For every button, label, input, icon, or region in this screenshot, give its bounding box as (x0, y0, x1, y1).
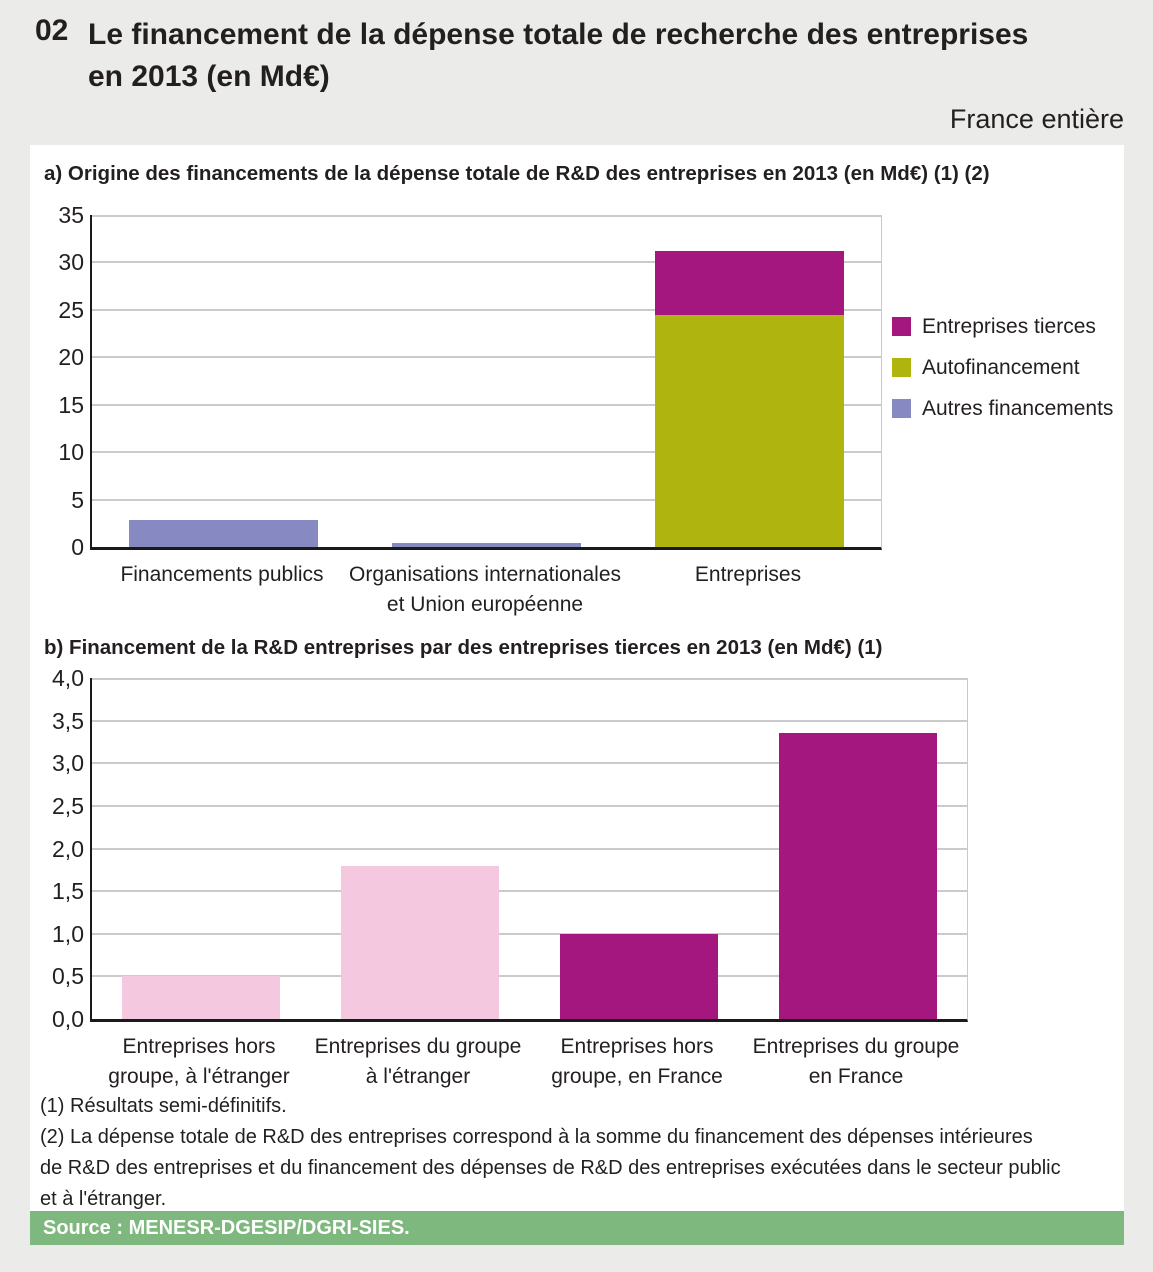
y-axis-tick-label: 1,0 (52, 921, 84, 947)
gridline (92, 848, 967, 850)
chart-panel: a) Origine des financements de la dépens… (30, 145, 1124, 1211)
chart-a-legend: Entreprises tierces Autofinancement Autr… (892, 314, 1114, 440)
gridline (92, 404, 881, 406)
x-category-label: Entreprises hors groupe, à l'étranger (108, 1035, 290, 1088)
legend-swatch-autres-financements (892, 399, 911, 418)
bar (779, 733, 937, 1019)
footnote-2-line3: et à l'étranger. (40, 1188, 167, 1210)
x-category-label: Entreprises hors groupe, en France (551, 1035, 723, 1088)
gridline (92, 933, 967, 935)
chart-b-plot-area: 0,0 0,5 1,0 1,5 2,0 2,5 3,0 3,5 4,0 (52, 665, 968, 1032)
y-axis-tick-label: 10 (58, 439, 84, 465)
y-axis-tick-label: 0 (71, 534, 84, 560)
gridline (92, 261, 881, 263)
legend-label: Autofinancement (922, 355, 1080, 379)
gridline (92, 975, 967, 977)
y-axis-tick-label: 3,0 (52, 750, 84, 776)
gridline (92, 678, 967, 680)
footnote-2-line2: de R&D des entreprises et du financement… (40, 1157, 1061, 1179)
y-axis-tick-label: 30 (58, 249, 84, 275)
bar-segment-autofinancement (655, 315, 844, 547)
legend-swatch-autofinancement (892, 358, 911, 377)
footnote-2-line1: (2) La dépense totale de R&D des entrepr… (40, 1126, 1033, 1148)
legend-item: Autres financements (892, 396, 1114, 420)
y-axis-tick-label: 3,5 (52, 708, 84, 734)
chart-a-plot-area: 0 5 10 15 20 25 30 35 (58, 202, 882, 560)
legend-item: Autofinancement (892, 355, 1113, 379)
gridline (92, 356, 881, 358)
gridline (92, 720, 967, 722)
region-label: France entière (949, 104, 1124, 134)
legend-label: Autres financements (922, 396, 1114, 420)
y-axis-tick-label: 2,0 (52, 836, 84, 862)
x-category-label: Entreprises du groupe à l'étranger (314, 1035, 522, 1088)
y-axis-tick-label: 0,0 (52, 1006, 84, 1032)
legend-label: Entreprises tierces (922, 314, 1096, 338)
gridline (92, 309, 881, 311)
page-title-line2: en 2013 (en Md€) (88, 60, 330, 93)
footnotes: (1) Résultats semi-définitifs. (2) La dé… (40, 1091, 1061, 1215)
bar (341, 866, 499, 1019)
legend-item: Entreprises tierces (892, 314, 1113, 338)
x-category-label: Financements publics (120, 563, 324, 586)
bar (122, 976, 280, 1019)
footnote-1: (1) Résultats semi-définitifs. (40, 1095, 287, 1117)
bar-segment-autres-financements (392, 543, 581, 547)
bar-segment-entreprises-tierces (655, 251, 844, 315)
figure-number: 02 (35, 14, 69, 47)
y-axis-tick-label: 25 (58, 297, 84, 323)
y-axis-tick-label: 35 (58, 202, 84, 228)
y-axis-tick-label: 4,0 (52, 665, 84, 691)
gridline (92, 805, 967, 807)
source-bar: Source : MENESR-DGESIP/DGRI-SIES. (30, 1211, 1124, 1245)
bar (560, 934, 718, 1019)
chart-a-title: a) Origine des financements de la dépens… (44, 162, 990, 185)
gridline (92, 762, 967, 764)
x-category-label: Entreprises (694, 563, 802, 586)
legend-swatch-entreprises-tierces (892, 317, 911, 336)
gridline (92, 451, 881, 453)
y-axis-tick-label: 5 (71, 487, 84, 513)
page-title-line1: Le financement de la dépense totale de r… (88, 18, 1029, 51)
y-axis-tick-label: 1,5 (52, 878, 84, 904)
x-category-label: Entreprises du groupe en France (752, 1035, 960, 1088)
gridline (92, 215, 881, 217)
x-category-label: Organisations internationales et Union e… (349, 563, 621, 616)
gridline (92, 499, 881, 501)
y-axis-tick-label: 20 (58, 344, 84, 370)
bar-segment-autres-financements (129, 520, 318, 547)
y-axis-tick-label: 0,5 (52, 963, 84, 989)
y-axis-tick-label: 2,5 (52, 793, 84, 819)
page-title: Le financement de la dépense totale de r… (88, 14, 1028, 98)
gridline (92, 890, 967, 892)
y-axis-tick-label: 15 (58, 392, 84, 418)
chart-b-title: b) Financement de la R&D entreprises par… (44, 636, 883, 659)
